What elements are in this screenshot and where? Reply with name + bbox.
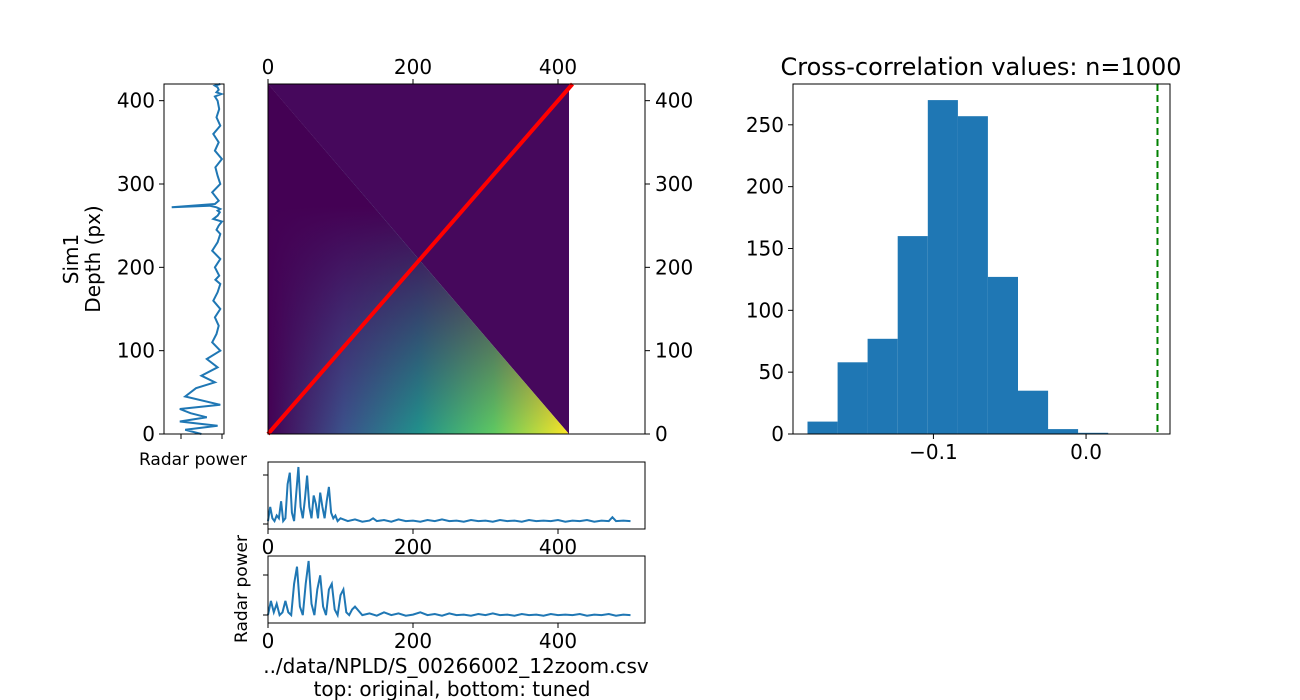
histogram-ytick-label: 150 [746,236,784,260]
histogram-bar [807,421,838,434]
heatmap-ytick-label: 0 [655,422,668,446]
histogram-xtick-label: 0.0 [1070,440,1102,464]
power-tuned-xticks: 0 200 400 [262,623,577,653]
depth-profile-yticks: 0 100 200 300 400 [117,89,164,446]
heatmap-frame [267,83,646,435]
histogram-ytick-label: 50 [759,360,784,384]
power-tuned-line [267,560,631,619]
heatmap-ytick-label: 300 [655,172,693,196]
heatmap-ytick-label: 400 [655,89,693,113]
histogram-yticks: 0 50 100 150 200 250 [746,113,793,446]
depth-profile-ylabel-line1: Sim1 [59,234,83,284]
depth-ytick-label: 400 [117,89,155,113]
heatmap-top-xticks: 0 200 400 [262,55,577,84]
depth-profile-xticks [180,434,223,439]
power-tuned-xtick-label: 400 [539,629,577,653]
power-tuned-ylabel: Radar power [232,535,252,643]
histogram-bar [897,236,928,434]
histogram-bar [1048,429,1079,434]
power-original-line [267,466,631,524]
heatmap-panel: 0 200 400 0 100 200 300 400 [262,55,694,446]
histogram-bar [987,276,1018,434]
histogram-ytick-label: 200 [746,175,784,199]
heatmap-xtick-label: 400 [539,55,577,79]
depth-profile-panel: 0 100 200 300 400 Radar power Sim1 Depth (px… [59,83,247,470]
heatmap-right-yticks: 0 100 200 300 400 [645,89,693,446]
histogram-frame [792,83,1171,435]
histogram-panel: Cross-correlation values: n=1000 0 50 100 1… [746,53,1182,464]
power-original-xtick-label: 0 [262,535,275,559]
depth-ytick-label: 200 [117,255,155,279]
histogram-bar [837,362,868,434]
histogram-bar [867,338,898,434]
histogram-title: Cross-correlation values: n=1000 [780,53,1181,81]
depth-profile-line-group [171,83,225,435]
power-original-panel: 0 200 400 [262,461,646,559]
depth-profile-line [171,83,225,435]
histogram-bars [807,100,1109,434]
histogram-bar [957,116,988,434]
histogram-ytick-label: 250 [746,113,784,137]
figure-caption: top: original, bottom: tuned [314,677,591,700]
histogram-bar [1078,432,1109,434]
depth-profile-xlabel: Radar power [139,450,247,470]
heatmap-ytick-label: 200 [655,255,693,279]
histogram-bar [1018,390,1049,434]
power-original-xtick-label: 200 [394,535,432,559]
power-tuned-panel: 0 200 400 Radar power ../data/NPLD/S_00266… [232,535,649,700]
histogram-ytick-label: 100 [746,298,784,322]
depth-profile-frame [163,83,225,435]
figure-filename: ../data/NPLD/S_00266002_12zoom.csv [263,654,649,678]
histogram-bar [927,100,958,434]
histogram-xticks: −0.1 0.0 [909,434,1102,464]
heatmap-ytick-label: 100 [655,339,693,363]
depth-ytick-label: 0 [142,422,155,446]
depth-profile-ylabel-line2: Depth (px) [81,205,105,312]
power-tuned-xtick-label: 200 [394,629,432,653]
heatmap-diagonal-line [266,82,575,436]
power-original-frame [267,461,646,530]
histogram-ytick-label: 0 [771,422,784,446]
power-tuned-xtick-label: 0 [262,629,275,653]
power-original-xtick-label: 400 [539,535,577,559]
power-original-xticks: 0 200 400 [262,529,577,559]
histogram-xtick-label: −0.1 [909,440,958,464]
depth-ytick-label: 100 [117,339,155,363]
power-tuned-frame [267,555,646,624]
heatmap-xtick-label: 0 [262,55,275,79]
heatmap-xtick-label: 200 [394,55,432,79]
depth-ytick-label: 300 [117,172,155,196]
